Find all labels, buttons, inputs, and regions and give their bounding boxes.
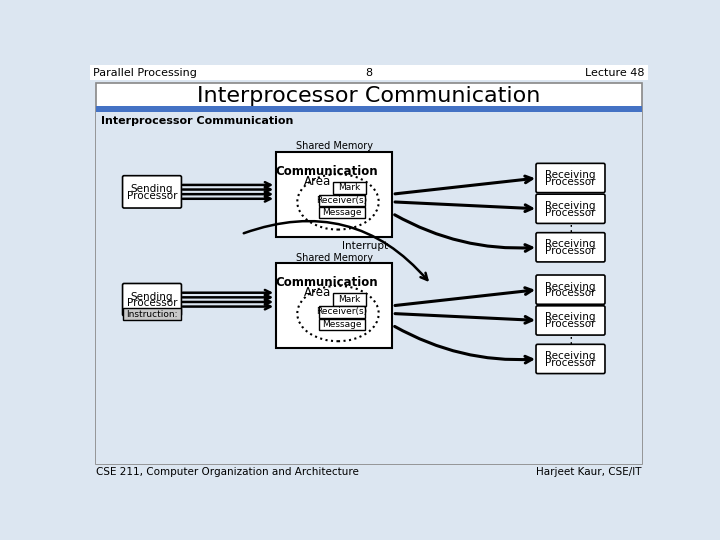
- FancyBboxPatch shape: [319, 306, 365, 318]
- FancyBboxPatch shape: [96, 112, 642, 464]
- Text: Harjeet Kaur, CSE/IT: Harjeet Kaur, CSE/IT: [536, 467, 642, 477]
- FancyBboxPatch shape: [122, 176, 181, 208]
- Text: Receiving: Receiving: [545, 201, 595, 211]
- Text: :: :: [568, 221, 573, 235]
- Text: Instruction:: Instruction:: [126, 310, 178, 319]
- Text: Parallel Processing: Parallel Processing: [93, 68, 197, 78]
- Text: Receiving: Receiving: [545, 281, 595, 292]
- Text: Interprocessor Communication: Interprocessor Communication: [197, 86, 541, 106]
- FancyBboxPatch shape: [122, 284, 181, 316]
- Text: Receiver(s): Receiver(s): [316, 196, 367, 205]
- Text: Receiving: Receiving: [545, 170, 595, 180]
- Text: Area: Area: [303, 174, 330, 187]
- Text: :: :: [568, 333, 573, 347]
- FancyBboxPatch shape: [276, 152, 392, 237]
- Text: Communication: Communication: [275, 276, 378, 289]
- Text: Processor: Processor: [545, 208, 595, 218]
- Text: Mark: Mark: [338, 295, 361, 304]
- Text: Receiving: Receiving: [545, 312, 595, 322]
- Text: Shared Memory: Shared Memory: [296, 253, 373, 263]
- FancyBboxPatch shape: [536, 194, 605, 224]
- Text: Processor: Processor: [545, 246, 595, 256]
- Text: Processor: Processor: [545, 358, 595, 368]
- Text: Mark: Mark: [338, 184, 361, 192]
- FancyBboxPatch shape: [333, 294, 366, 306]
- Text: Message: Message: [322, 320, 361, 329]
- FancyBboxPatch shape: [123, 308, 181, 320]
- FancyBboxPatch shape: [319, 207, 365, 218]
- Text: Shared Memory: Shared Memory: [296, 141, 373, 151]
- Text: Receiving: Receiving: [545, 239, 595, 249]
- Text: Processor: Processor: [127, 299, 177, 308]
- FancyBboxPatch shape: [276, 264, 392, 348]
- FancyBboxPatch shape: [96, 106, 642, 112]
- Text: 8: 8: [366, 68, 372, 78]
- Text: Communication: Communication: [275, 165, 378, 178]
- Text: Area: Area: [303, 286, 330, 299]
- Text: Processor: Processor: [545, 319, 595, 329]
- FancyBboxPatch shape: [536, 233, 605, 262]
- Text: Sending: Sending: [131, 184, 174, 194]
- FancyBboxPatch shape: [536, 306, 605, 335]
- FancyBboxPatch shape: [90, 65, 648, 80]
- Text: Interrupt: Interrupt: [342, 241, 388, 251]
- FancyBboxPatch shape: [96, 83, 642, 464]
- FancyBboxPatch shape: [319, 194, 365, 206]
- Text: Sending: Sending: [131, 292, 174, 301]
- FancyBboxPatch shape: [333, 182, 366, 194]
- Text: Receiver(s): Receiver(s): [316, 307, 367, 316]
- FancyBboxPatch shape: [536, 164, 605, 193]
- Text: Receiving: Receiving: [545, 351, 595, 361]
- Text: Processor: Processor: [545, 288, 595, 299]
- FancyBboxPatch shape: [536, 275, 605, 304]
- FancyBboxPatch shape: [536, 345, 605, 374]
- Text: Message: Message: [322, 208, 361, 217]
- Text: Processor: Processor: [545, 177, 595, 187]
- Text: Interprocessor Communication: Interprocessor Communication: [101, 116, 293, 126]
- Text: CSE 211, Computer Organization and Architecture: CSE 211, Computer Organization and Archi…: [96, 467, 359, 477]
- FancyBboxPatch shape: [319, 319, 365, 330]
- Text: Lecture 48: Lecture 48: [585, 68, 645, 78]
- Text: Processor: Processor: [127, 191, 177, 201]
